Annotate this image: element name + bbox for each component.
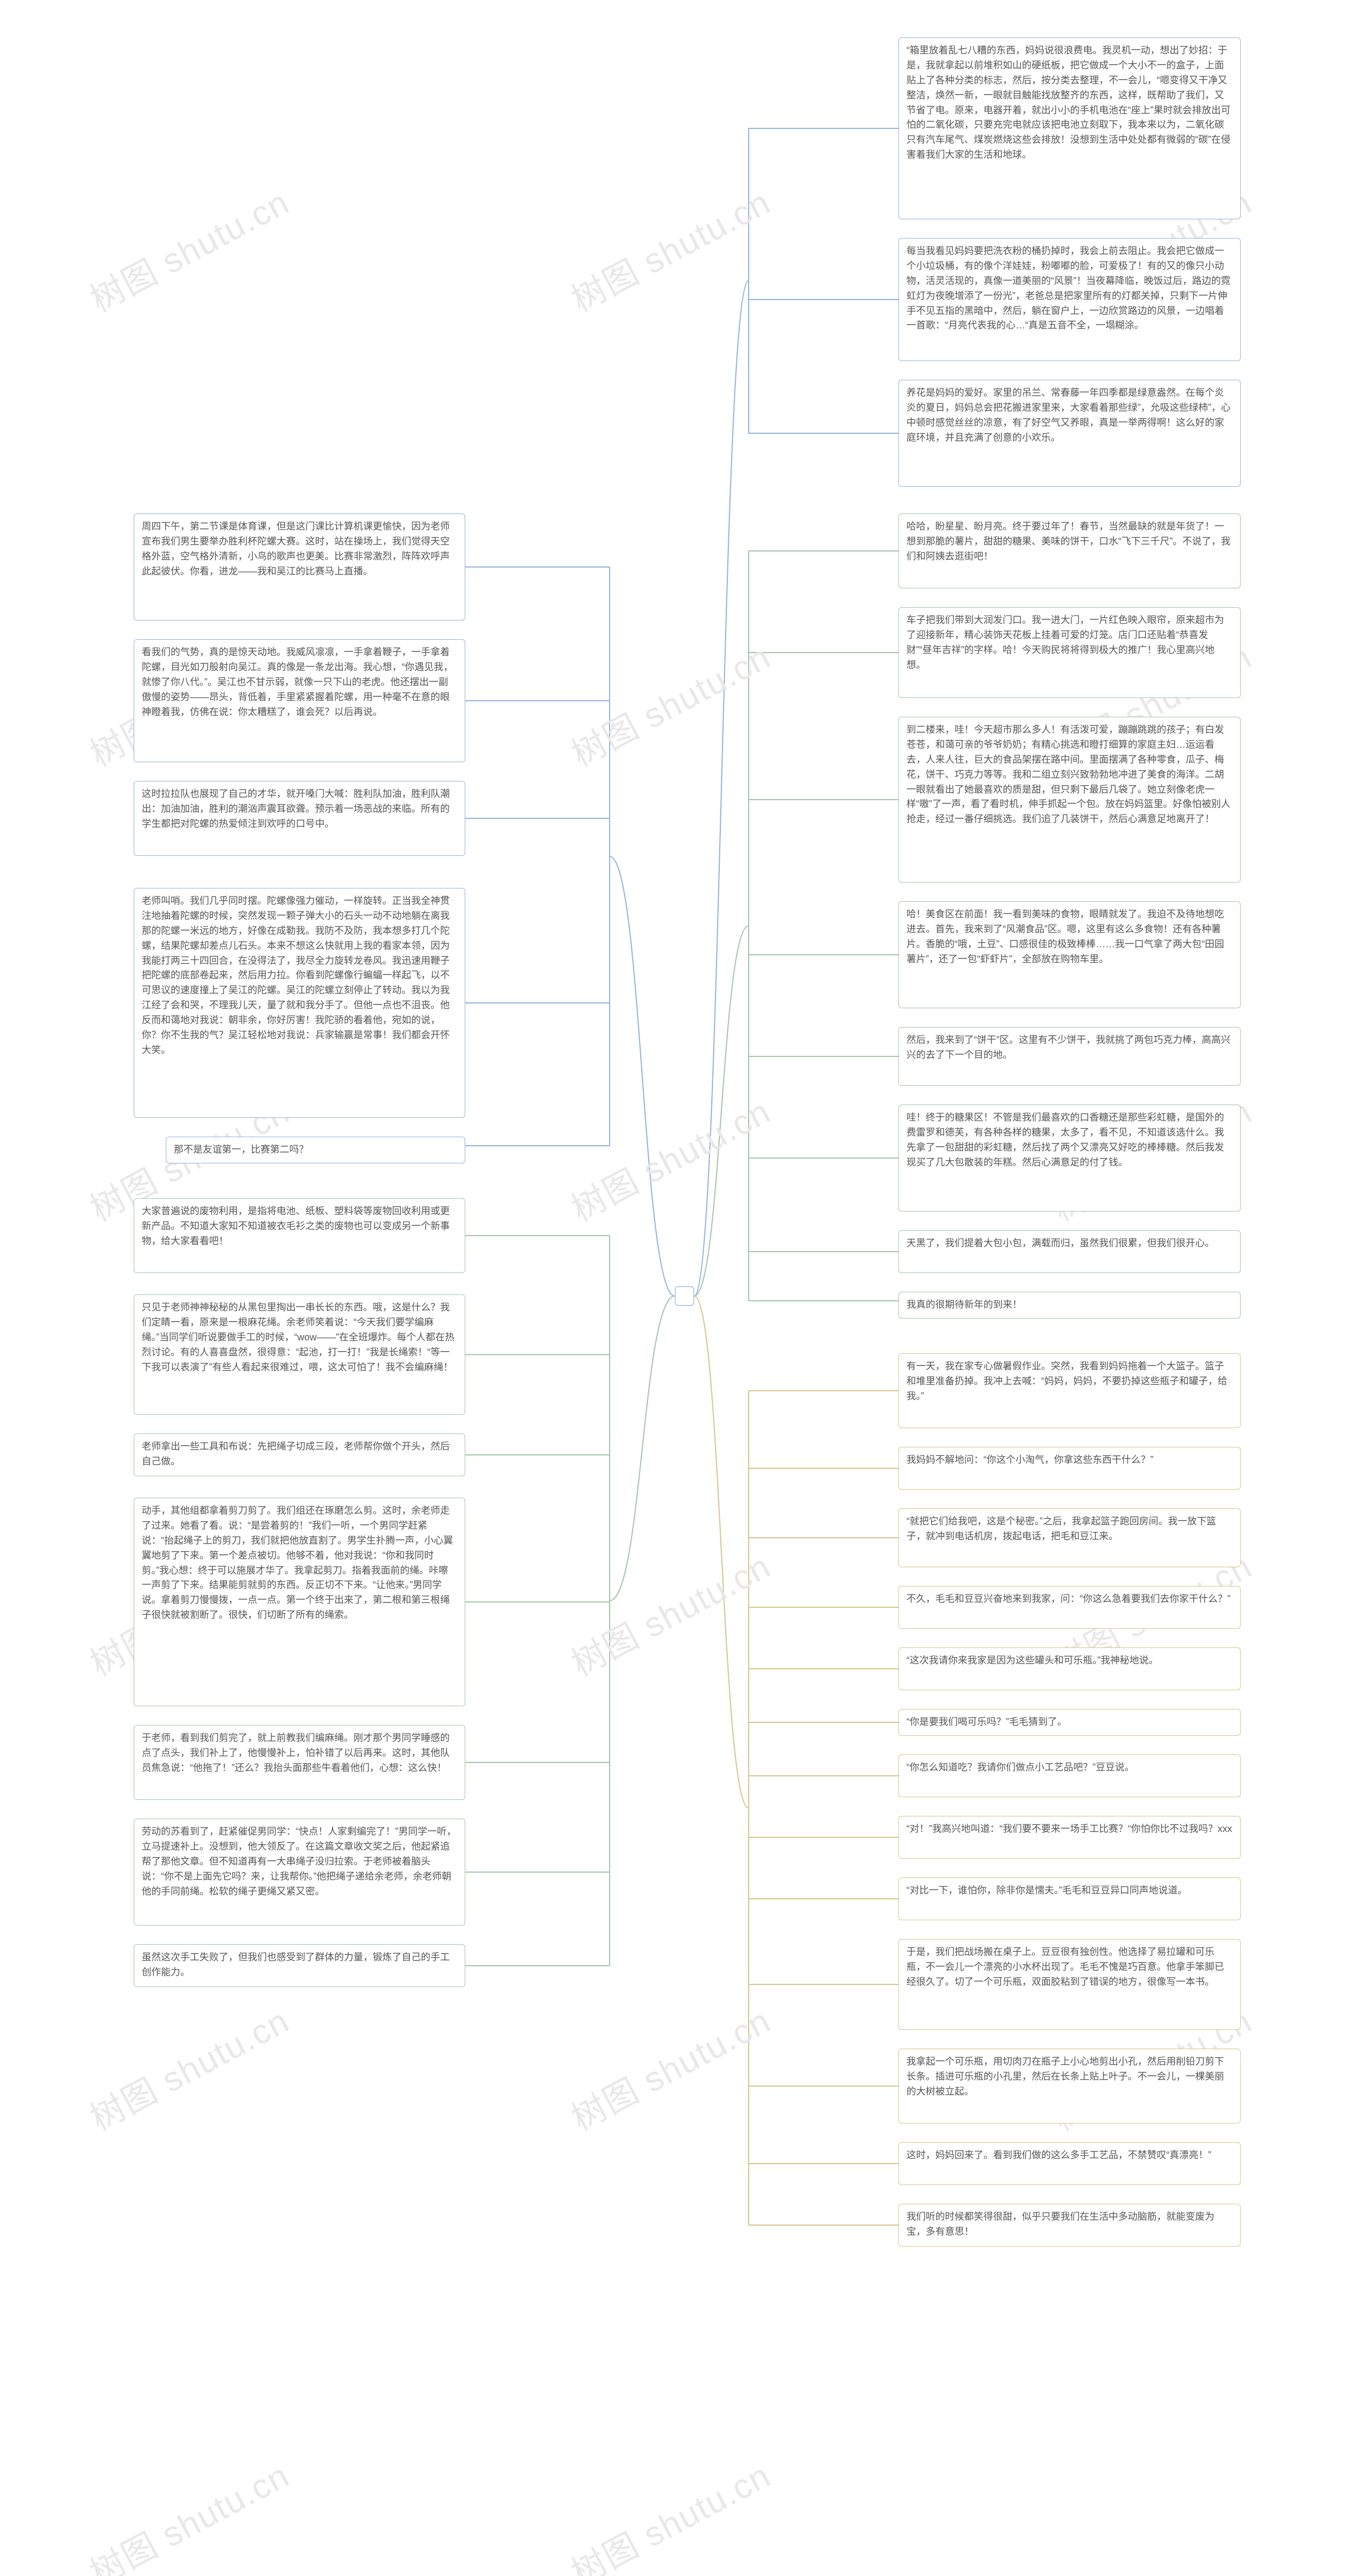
watermark: 树图 shutu.cn	[562, 2449, 778, 2576]
watermark: 树图 shutu.cn	[562, 1085, 778, 1231]
right-node: “这次我请你来我家是因为这些罐头和可乐瓶。”我神秘地说。	[898, 1647, 1241, 1690]
root-node	[675, 1286, 694, 1306]
right-node: “箱里放着乱七八糟的东西，妈妈说很浪费电。我灵机一动，想出了妙招：于是，我就拿起…	[898, 37, 1241, 219]
right-node: 哈！美食区在前面！我一看到美味的食物，眼睛就发了。我迫不及待地想吃进去。首先，我…	[898, 901, 1241, 1008]
left-node: 这时拉拉队也展现了自己的才华，就开嗓门大喊：胜利队加油，胜利队潮出：加油加油，胜…	[134, 781, 465, 856]
left-node: 劳动的苏看到了，赶紧催促男同学：“快点！人家剩编完了！”男同学一听，立马提速补上…	[134, 1819, 465, 1926]
right-node: 有一天，我在家专心做暑假作业。突然，我看到妈妈拖着一个大篮子。篮子和堆里准备扔掉…	[898, 1353, 1241, 1428]
right-node: 养花是妈妈的爱好。家里的吊兰、常春藤一年四季都是绿意盎然。在每个炎炎的夏日，妈妈…	[898, 380, 1241, 487]
right-node: 然后，我来到了“饼干”区。这里有不少饼干，我就挑了两包巧克力棒，高高兴兴的去了下…	[898, 1027, 1241, 1086]
right-node: 天黑了，我们提着大包小包，满载而归，虽然我们很累，但我们很开心。	[898, 1230, 1241, 1273]
right-node: 这时，妈妈回来了。看到我们做的这么多手工艺品，不禁赞叹“真漂亮！”	[898, 2142, 1241, 2185]
watermark: 树图 shutu.cn	[562, 630, 778, 777]
left-node: 只见于老师神神秘秘的从黑包里掏出一串长长的东西。哦，这是什么？我们定睛一看，原来…	[134, 1294, 465, 1415]
right-node: “你是要我们喝可乐吗？”毛毛猜到了。	[898, 1709, 1241, 1736]
right-node: 我妈妈不解地问：“你这个小淘气，你拿这些东西干什么？”	[898, 1447, 1241, 1490]
watermark: 树图 shutu.cn	[80, 2449, 297, 2576]
left-node: 看我们的气势，真的是惊天动地。我威风凛凛，一手拿着鞭子，一手拿着陀螺，目光如刀般…	[134, 639, 465, 762]
right-node: 车子把我们带到大润发门口。我一进大门，一片红色映入眼帘，原来超市为了迎接新年，精…	[898, 607, 1241, 698]
left-node: 动手，其他组都拿着剪刀剪了。我们组还在琢磨怎么剪。这时，余老师走了过来。她看了看…	[134, 1498, 465, 1706]
right-node: “对比一下，谁怕你，除非你是懦夫。”毛毛和豆豆异口同声地说道。	[898, 1877, 1241, 1920]
right-node: 哇！终于的糖果区！不管是我们最喜欢的口香糖还是那些彩虹糖，是国外的费雷罗和德芙，…	[898, 1105, 1241, 1212]
right-node: 我拿起一个可乐瓶，用切肉刀在瓶子上小心地剪出小孔，然后用削铅刀剪下长条。插进可乐…	[898, 2049, 1241, 2123]
left-node: 老师拿出一些工具和布说：先把绳子切成三段，老师帮你做个开头，然后自己做。	[134, 1433, 465, 1476]
watermark: 树图 shutu.cn	[562, 1994, 778, 2141]
right-node: 于是，我们把战场搬在桌子上。豆豆很有独创性。他选择了易拉罐和可乐瓶，不一会儿一个…	[898, 1939, 1241, 2030]
right-node: 我们听的时候都笑得很甜，似乎只要我们在生活中多动脑筋，就能变废为宝，多有意思！	[898, 2204, 1241, 2247]
right-node: 每当我看见妈妈要把洗衣粉的桶扔掉时，我会上前去阻止。我会把它做成一个小垃圾桶，有…	[898, 238, 1241, 361]
left-node: 周四下午，第二节课是体育课，但是这门课比计算机课更愉快，因为老师宣布我们男生要举…	[134, 513, 465, 620]
right-node: 哈哈，盼星星、盼月亮。终于要过年了！春节，当然最缺的就是年货了！一想到那脆的薯片…	[898, 513, 1241, 588]
right-node: “就把它们给我吧，这是个秘密。”之后，我拿起篮子跑回房间。我一放下篮子，就冲到电…	[898, 1508, 1241, 1567]
right-node: 不久，毛毛和豆豆兴奋地来到我家，问：“你这么急着要我们去你家干什么？”	[898, 1586, 1241, 1629]
watermark: 树图 shutu.cn	[562, 175, 778, 322]
watermark: 树图 shutu.cn	[80, 175, 297, 322]
left-node: 老师叫哨。我们几乎同时摆。陀螺像强力催动，一样旋转。正当我全神贯注地抽着陀螺的时…	[134, 888, 465, 1118]
left-node: 虽然这次手工失败了，但我们也感受到了群体的力量，锻炼了自己的手工创作能力。	[134, 1944, 465, 1987]
right-node: 到二楼来，哇！今天超市那么多人！有活泼可爱，蹦蹦跳跳的孩子；有白发苍苍，和蔼可亲…	[898, 717, 1241, 883]
left-node: 大家普遍说的废物利用，是指将电池、纸板、塑料袋等废物回收利用或更新产品。不知道大…	[134, 1198, 465, 1273]
right-node: “对！”我高兴地叫道：“我们要不要来一场手工比赛？“你怕你比不过我吗？xxx	[898, 1816, 1241, 1859]
left-node: 那不是友谊第一，比赛第二吗？	[166, 1137, 465, 1163]
watermark: 树图 shutu.cn	[562, 1539, 778, 1686]
right-node: 我真的很期待新年的到来！	[898, 1292, 1241, 1318]
right-node: “你怎么知道吃？我请你们做点小工艺品吧？”豆豆说。	[898, 1754, 1241, 1797]
watermark: 树图 shutu.cn	[80, 1994, 297, 2141]
left-node: 于老师，看到我们剪完了，就上前教我们编麻绳。刚才那个男同学睡感的点了点头，我们补…	[134, 1725, 465, 1800]
